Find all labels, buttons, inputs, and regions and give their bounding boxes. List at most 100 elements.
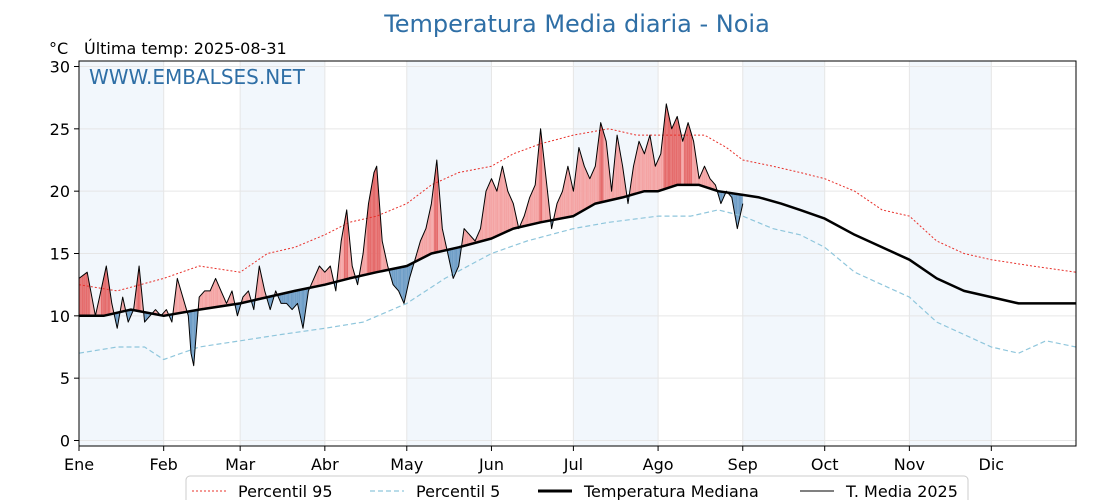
above-median-fill [343, 217, 346, 280]
above-median-fill [511, 200, 514, 230]
above-median-fill [83, 274, 85, 316]
above-median-fill [499, 172, 502, 235]
above-median-fill [434, 170, 436, 253]
y-tick-label: 0 [60, 432, 70, 451]
above-median-fill [703, 166, 705, 187]
above-median-fill [210, 287, 212, 308]
below-median-fill [292, 291, 294, 310]
series-line-p95 [78, 128, 1077, 292]
above-median-fill [671, 125, 674, 187]
above-median-fill [600, 122, 603, 203]
above-median-fill [200, 294, 202, 310]
watermark-text: WWW.EMBALSES.NET [89, 65, 306, 89]
above-median-fill [597, 133, 600, 204]
above-median-fill [368, 195, 370, 275]
above-median-fill [510, 197, 512, 230]
above-median-fill [649, 135, 652, 192]
above-median-fill [585, 169, 588, 210]
x-tick-label: Dic [979, 455, 1005, 474]
above-median-fill [514, 209, 517, 229]
above-median-fill [323, 270, 325, 285]
above-median-fill [526, 202, 529, 226]
above-median-fill [218, 284, 220, 307]
above-median-fill [87, 272, 89, 316]
above-median-fill [349, 237, 351, 279]
above-median-fill [436, 160, 439, 253]
above-median-fill [425, 222, 428, 257]
below-median-fill [399, 267, 402, 298]
above-median-fill [669, 116, 671, 188]
above-median-fill [424, 228, 426, 257]
above-median-fill [578, 147, 581, 213]
below-median-fill [287, 292, 290, 307]
above-median-fill [103, 272, 105, 316]
above-median-fill [495, 188, 497, 237]
above-median-fill [469, 234, 471, 245]
above-median-fill [678, 122, 680, 185]
above-median-fill [638, 141, 641, 193]
above-median-fill [532, 188, 534, 225]
above-median-fill [561, 191, 563, 219]
above-median-fill [208, 290, 211, 309]
above-median-fill [342, 225, 344, 281]
above-median-fill [541, 141, 544, 223]
y-axis: 0 5 10 15 20 25 30 [50, 58, 79, 451]
above-median-fill [633, 160, 635, 195]
above-median-fill [565, 172, 567, 218]
above-median-fill [707, 172, 709, 189]
below-median-fill [457, 247, 459, 270]
above-median-fill [675, 116, 678, 186]
below-median-fill [741, 194, 743, 210]
above-median-fill [315, 272, 317, 287]
above-median-fill [488, 181, 491, 240]
legend-current-label: T. Media 2025 [845, 482, 958, 500]
above-median-fill [562, 184, 564, 219]
above-median-fill [491, 178, 493, 239]
above-median-fill [201, 292, 204, 310]
above-median-fill [591, 172, 593, 206]
series-line-median [79, 183, 1076, 318]
y-tick-label: 15 [50, 245, 70, 264]
above-median-fill [502, 166, 504, 234]
below-median-fill [455, 247, 458, 273]
above-median-fill [378, 184, 380, 272]
above-median-fill [428, 209, 430, 255]
above-median-fill [613, 163, 615, 200]
above-median-fill [599, 122, 601, 203]
above-median-fill [602, 127, 604, 203]
above-median-fill [712, 181, 715, 190]
above-median-fill [320, 267, 323, 286]
x-tick-label: Abr [311, 455, 339, 474]
above-median-fill [178, 283, 181, 314]
x-tick-label: Ago [643, 455, 674, 474]
above-median-fill [664, 103, 667, 189]
above-median-fill [682, 136, 685, 185]
above-median-fill [645, 144, 648, 192]
below-median-fill [394, 268, 396, 288]
above-median-fill [644, 149, 646, 192]
below-median-fill [453, 248, 455, 279]
legend-p5-label: Percentil 5 [416, 482, 500, 500]
below-median-fill [289, 291, 291, 309]
above-median-fill [686, 122, 689, 185]
below-median-fill [279, 294, 282, 304]
below-median-fill [401, 266, 403, 301]
above-median-fill [696, 160, 698, 185]
above-median-fill [468, 233, 470, 245]
above-median-fill [352, 265, 354, 278]
above-median-fill [80, 276, 82, 316]
legend-box [185, 475, 969, 500]
above-median-fill [684, 131, 686, 185]
below-median-fill [145, 312, 148, 321]
below-median-fill [190, 310, 193, 360]
above-median-fill [106, 265, 108, 316]
above-median-fill [690, 131, 693, 185]
above-median-fill [219, 287, 222, 307]
x-tick-label: Jun [478, 455, 504, 474]
above-median-fill [592, 169, 594, 206]
above-median-fill [85, 272, 88, 316]
above-median-fill [618, 142, 620, 199]
above-median-fill [544, 166, 547, 222]
above-median-fill [652, 150, 654, 192]
above-median-fill [582, 161, 585, 211]
